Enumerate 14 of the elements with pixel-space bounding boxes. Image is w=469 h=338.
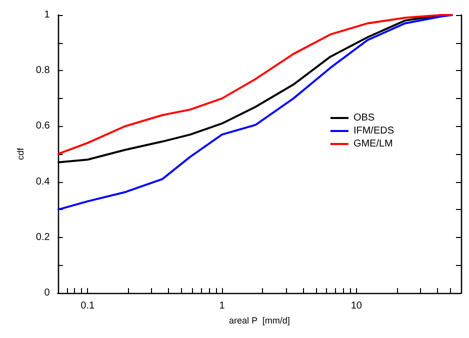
x-axis-title: areal P [mm/d] [228,316,290,326]
legend-label: OBS [353,112,375,124]
y-axis-title: cdf [16,148,26,160]
y-tick-label: 1 [44,10,50,20]
legend-label: GME/LM [353,138,393,150]
y-tick-label: 0.2 [36,232,50,243]
y-tick-label: 0.4 [36,176,50,188]
y-tick-label: 0.6 [36,120,50,132]
y-tick-label: 0 [44,288,50,299]
x-tick-label: 10 [350,300,362,312]
x-tick-label: 0.1 [80,300,96,312]
legend-label: IFM/EDS [353,126,394,136]
x-tick-label: 1 [219,300,226,312]
y-tick-label: 0.8 [36,65,50,76]
